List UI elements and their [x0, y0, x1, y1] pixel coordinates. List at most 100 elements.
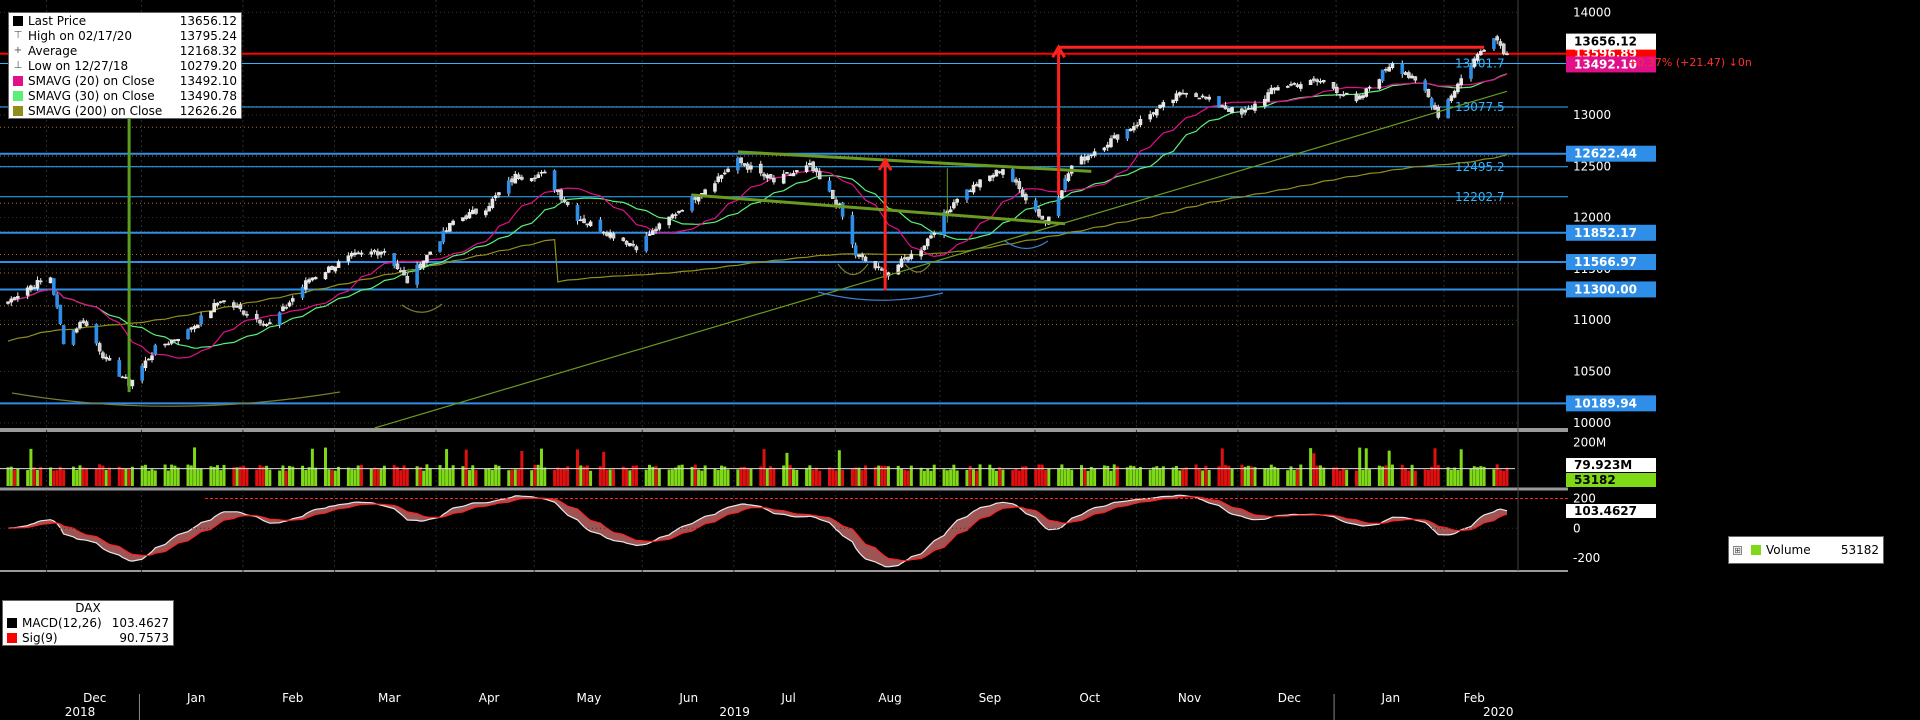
x-tick-label: Dec [1278, 691, 1301, 705]
volume-bar [1413, 470, 1417, 486]
volume-bar [52, 470, 56, 486]
candle-body [52, 278, 56, 295]
candle-body [241, 310, 246, 315]
candle-body [667, 216, 671, 226]
collapse-icon[interactable]: ⊞ [1733, 545, 1742, 555]
last-price-swatch [13, 15, 23, 26]
candle-body [1086, 155, 1090, 161]
price-y-tick-label: 13000 [1573, 108, 1611, 122]
volume-bar [1246, 465, 1250, 486]
candle-body [1138, 119, 1143, 126]
level-tag-label: 11566.97 [1574, 255, 1637, 269]
candle-body [899, 258, 904, 268]
candle-body [974, 183, 979, 187]
volume-bar [1318, 465, 1322, 486]
volume-bar [356, 465, 360, 486]
candle-body [117, 360, 122, 377]
candle-body [313, 277, 318, 280]
volume-bar [716, 470, 720, 486]
volume-bar [857, 467, 861, 486]
volume-bar [1129, 465, 1133, 486]
legend-label: Average [28, 43, 78, 58]
volume-bar [26, 470, 30, 486]
candle-body [1403, 72, 1408, 75]
volume-bar [1289, 466, 1293, 486]
candle-body [238, 304, 243, 310]
candle-body [1243, 109, 1247, 113]
candle-body [922, 245, 927, 251]
candle-body [323, 272, 328, 280]
volume-bar [1377, 465, 1381, 486]
volume-bar [1309, 448, 1313, 486]
candle-body [74, 328, 79, 333]
volume-bar [265, 465, 269, 486]
candle-body [1263, 99, 1267, 106]
volume-bar [877, 465, 881, 486]
volume-bar [1482, 466, 1486, 486]
flag-upper-trendline [737, 150, 1092, 173]
candle-body [1289, 84, 1293, 86]
volume-bar [667, 469, 671, 486]
candle-body [739, 157, 743, 164]
volume-bar [464, 449, 468, 486]
volume-bar [1063, 469, 1067, 486]
candle-body [1492, 38, 1496, 49]
candle-body [196, 324, 200, 329]
macd-swatch [7, 617, 17, 628]
volume-bar [631, 465, 635, 486]
volume-bar [199, 468, 203, 486]
candle-body [1056, 197, 1061, 217]
candle-body [1449, 95, 1454, 101]
volume-bar [1161, 466, 1165, 486]
volume-bar [6, 467, 10, 486]
volume-bar [517, 469, 521, 486]
candle-body [539, 172, 544, 174]
candle-body [493, 195, 498, 199]
volume-bar [121, 467, 125, 486]
candle-body [1475, 53, 1480, 61]
candle-body [696, 196, 701, 202]
volume-bar [287, 465, 291, 486]
volume-bar [693, 464, 697, 486]
volume-bar [886, 466, 890, 486]
volume-average-tag-label: 79.923M [1574, 458, 1632, 472]
candle-body [107, 358, 112, 361]
candle-body [880, 268, 884, 271]
volume-bar [62, 469, 66, 486]
candle-body [657, 223, 662, 230]
volume-bar [1338, 470, 1342, 486]
candle-body [140, 365, 144, 381]
candle-body [382, 251, 387, 253]
volume-bar [1312, 453, 1316, 486]
candle-body [9, 298, 14, 303]
candle-body [1046, 216, 1051, 225]
candle-body [1017, 181, 1022, 190]
volume-bar [742, 466, 746, 486]
volume-bar [513, 469, 517, 486]
candle-body [1377, 79, 1382, 89]
volume-bar [445, 449, 449, 486]
candle-body [215, 302, 220, 306]
volume-bar [402, 465, 406, 486]
volume-bar [562, 468, 566, 486]
volume-bar [1001, 469, 1005, 486]
volume-bar [850, 468, 854, 486]
volume-bar [834, 470, 838, 486]
candle-body [12, 297, 17, 301]
candle-body [1184, 92, 1189, 95]
candle-body [192, 325, 197, 330]
volume-bar [828, 467, 832, 486]
volume-bar [1070, 469, 1074, 486]
volume-bar [147, 470, 151, 486]
candle-body [281, 306, 285, 312]
volume-bars [6, 447, 1509, 486]
candle-body [120, 376, 125, 379]
volume-bar [903, 469, 907, 486]
volume-bar [438, 465, 442, 486]
candle-body [860, 254, 865, 258]
candle-body [1410, 75, 1414, 79]
candle-body [1472, 58, 1477, 67]
candle-body [166, 343, 171, 346]
candle-body [902, 257, 907, 260]
volume-bar [242, 465, 246, 486]
